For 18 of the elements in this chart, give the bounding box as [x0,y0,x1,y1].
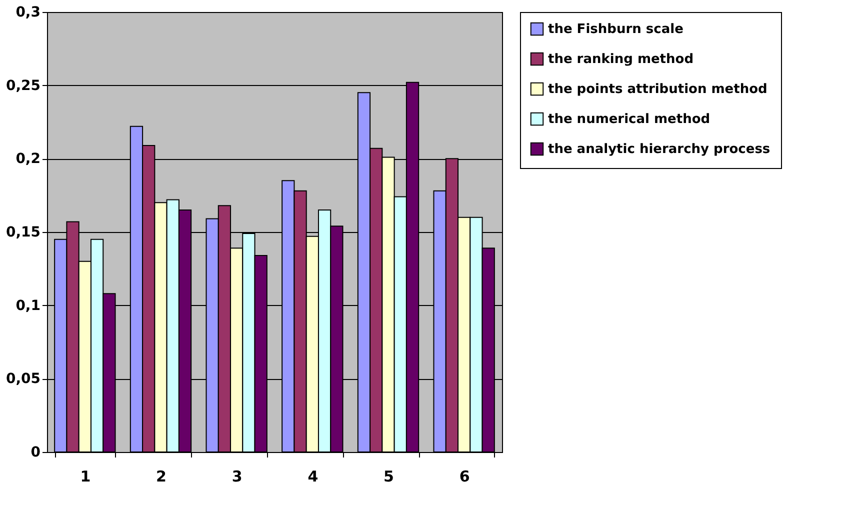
legend-label: the numerical method [548,112,710,127]
y-tick-label: 0,15 [6,224,40,240]
y-tick-label: 0,3 [16,4,40,20]
y-tick-label: 0,05 [6,371,40,388]
x-tick-label: 2 [156,468,166,486]
legend-label: the Fishburn scale [548,22,684,37]
legend-label: the ranking method [548,52,694,67]
y-tick-label: 0 [30,444,41,460]
x-tick-label: 4 [308,468,318,486]
x-tick-label: 3 [232,468,242,486]
x-tick-label: 5 [384,468,394,486]
y-tick-label: 0,2 [16,151,40,168]
y-tick-label: 0,25 [6,78,40,94]
x-tick-label: 1 [80,468,91,486]
legend-label: the analytic hierarchy process [548,142,770,157]
y-tick-label: 0,1 [16,298,40,314]
x-tick-label: 6 [459,468,470,486]
legend-label: the points attribution method [548,82,768,97]
